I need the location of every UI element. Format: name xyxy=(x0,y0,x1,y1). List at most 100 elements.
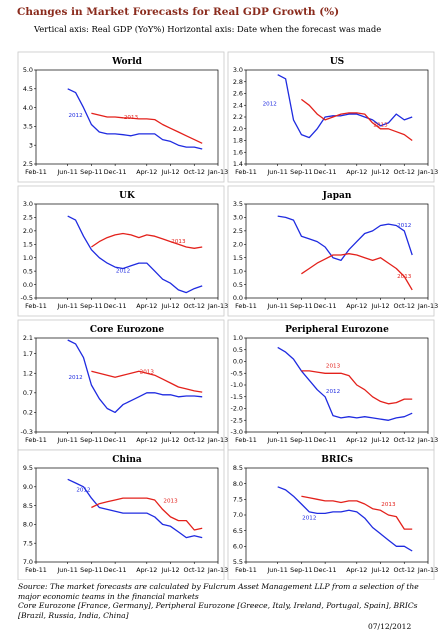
y-tick-label: -2.5 xyxy=(231,416,243,424)
series-line-2013 xyxy=(301,98,413,142)
source-footnote: Source: The market forecasts are calcula… xyxy=(18,582,438,620)
series-label-2013: 2013 xyxy=(326,363,341,369)
x-tick-label: Jul-12 xyxy=(370,436,389,444)
x-tick-label: Jul-12 xyxy=(370,302,389,310)
y-tick-label: 2.0 xyxy=(233,125,243,133)
x-tick-label: Jan-13 xyxy=(207,168,228,176)
y-tick-label: 0.5 xyxy=(23,267,33,275)
y-tick-label: 0.0 xyxy=(233,294,243,302)
y-tick-label: -0.3 xyxy=(21,428,33,436)
y-tick-label: 9.0 xyxy=(23,483,33,491)
panel-frame xyxy=(17,449,225,580)
x-tick-label: Oct-12 xyxy=(184,302,206,310)
x-tick-label: Dec-11 xyxy=(104,566,127,574)
x-tick-label: Oct-12 xyxy=(394,566,416,574)
y-tick-label: 1.0 xyxy=(233,267,243,275)
y-tick-label: -0.5 xyxy=(231,369,243,377)
y-tick-label: 2.5 xyxy=(23,160,33,168)
y-tick-label: 2.8 xyxy=(233,78,243,86)
series-label-2012: 2012 xyxy=(116,268,130,274)
x-tick-label: Jun-11 xyxy=(266,302,287,310)
y-tick-label: 1.6 xyxy=(233,148,243,156)
y-tick-label: 0.5 xyxy=(233,346,243,354)
chart-title: US xyxy=(330,57,344,67)
chart-title: UK xyxy=(119,191,136,201)
x-tick-label: Oct-12 xyxy=(184,566,206,574)
chart-title: China xyxy=(112,455,142,465)
x-tick-label: Jan-13 xyxy=(207,302,228,310)
x-tick-label: Dec-11 xyxy=(104,436,127,444)
y-tick-label: 2.5 xyxy=(233,227,243,235)
chart-core-eurozone: Core Eurozone -0.3 0.2 0.7 1.2 1.7 2.1 Feb-11 Ju… xyxy=(17,319,228,451)
y-tick-label: 0.2 xyxy=(23,409,33,417)
x-tick-label: Dec-11 xyxy=(314,566,337,574)
y-tick-label: 3.0 xyxy=(23,200,33,208)
x-tick-label: Apr-12 xyxy=(346,436,367,444)
x-tick-label: Jun-11 xyxy=(56,168,77,176)
y-tick-label: 0.5 xyxy=(233,281,243,289)
chart-china: China 7.0 7.5 8.0 8.5 9.0 9.5 Feb-11 Jun-11 Sep-1… xyxy=(17,449,228,580)
y-tick-label: 2.0 xyxy=(233,240,243,248)
y-tick-label: 1.0 xyxy=(23,254,33,262)
x-tick-label: Jul-12 xyxy=(370,566,389,574)
x-tick-label: Sep-11 xyxy=(80,302,102,310)
x-tick-label: Jan-13 xyxy=(417,302,438,310)
x-tick-label: Apr-12 xyxy=(136,436,157,444)
x-tick-label: Apr-12 xyxy=(346,168,367,176)
x-tick-label: Jul-12 xyxy=(160,436,179,444)
chart-japan: Japan 0.0 0.5 1.0 1.5 2.0 2.5 3.0 3.5 Feb-11 Jun-1… xyxy=(227,185,438,317)
x-tick-label: Jul-12 xyxy=(160,168,179,176)
page-subtitle: Vertical axis: Real GDP (YoY%) Horizonta… xyxy=(34,24,382,34)
panel-frame xyxy=(227,51,435,183)
y-tick-label: 1.8 xyxy=(233,137,243,145)
y-tick-label: 1.5 xyxy=(23,240,33,248)
plot-area xyxy=(35,203,219,299)
y-tick-label: 0.7 xyxy=(23,389,33,397)
panel-frame xyxy=(227,185,435,317)
series-label-2012: 2012 xyxy=(68,375,82,381)
y-tick-label: 0.0 xyxy=(23,281,33,289)
chart-title: Core Eurozone xyxy=(90,325,165,335)
y-tick-label: 3.0 xyxy=(233,214,243,222)
series-line-2012 xyxy=(277,215,413,262)
y-tick-label: 4.0 xyxy=(23,104,33,112)
y-tick-label: 2.0 xyxy=(23,227,33,235)
chart-world: World 2.5 3 3.5 4.0 4.5 5.0 Feb-11 Jun-11 Sep-11 D… xyxy=(17,51,228,183)
y-tick-label: 8.0 xyxy=(23,521,33,529)
x-tick-label: Sep-11 xyxy=(290,168,312,176)
y-tick-label: 2.1 xyxy=(23,334,33,342)
x-tick-label: Jul-12 xyxy=(370,168,389,176)
x-tick-label: Apr-12 xyxy=(346,302,367,310)
series-label-2013: 2013 xyxy=(124,115,139,121)
chart-us: US 1.4 1.6 1.8 2.0 2.2 2.4 2.6 2.8 3.0 Feb-11 Jun-1… xyxy=(227,51,438,183)
x-tick-label: Feb-11 xyxy=(25,436,47,444)
series-label-2012: 2012 xyxy=(302,516,316,522)
panel-frame xyxy=(227,449,435,580)
chart-peripheral-eurozone: Peripheral Eurozone -3.0 -2.5 -2.0 -1.5 -1.0 -… xyxy=(227,319,438,451)
series-label-2012: 2012 xyxy=(263,101,277,107)
plot-area xyxy=(245,203,429,299)
x-tick-label: Jun-11 xyxy=(56,302,77,310)
series-label-2012: 2012 xyxy=(76,487,90,493)
y-tick-label: 0.0 xyxy=(233,358,243,366)
x-tick-label: Jun-11 xyxy=(56,566,77,574)
series-label-2013: 2013 xyxy=(163,499,178,505)
series-line-2012 xyxy=(277,74,413,139)
series-label-2012: 2012 xyxy=(326,389,340,395)
x-tick-label: Jul-12 xyxy=(160,302,179,310)
plot-area xyxy=(35,467,219,563)
y-tick-label: -1.5 xyxy=(231,393,243,401)
y-tick-label: 9.5 xyxy=(23,464,33,472)
y-tick-label: 1.2 xyxy=(23,369,33,377)
y-tick-label: -1.0 xyxy=(231,381,243,389)
x-tick-label: Dec-11 xyxy=(104,302,127,310)
y-tick-label: 5.5 xyxy=(233,558,243,566)
x-tick-label: Feb-11 xyxy=(235,436,257,444)
publication-date: 07/12/2012 xyxy=(368,622,412,631)
y-tick-label: 3.5 xyxy=(233,200,243,208)
x-tick-label: Jun-11 xyxy=(266,436,287,444)
y-tick-label: 5.0 xyxy=(23,66,33,74)
series-line-2012 xyxy=(67,215,203,294)
chart-title: Peripheral Eurozone xyxy=(285,325,389,335)
